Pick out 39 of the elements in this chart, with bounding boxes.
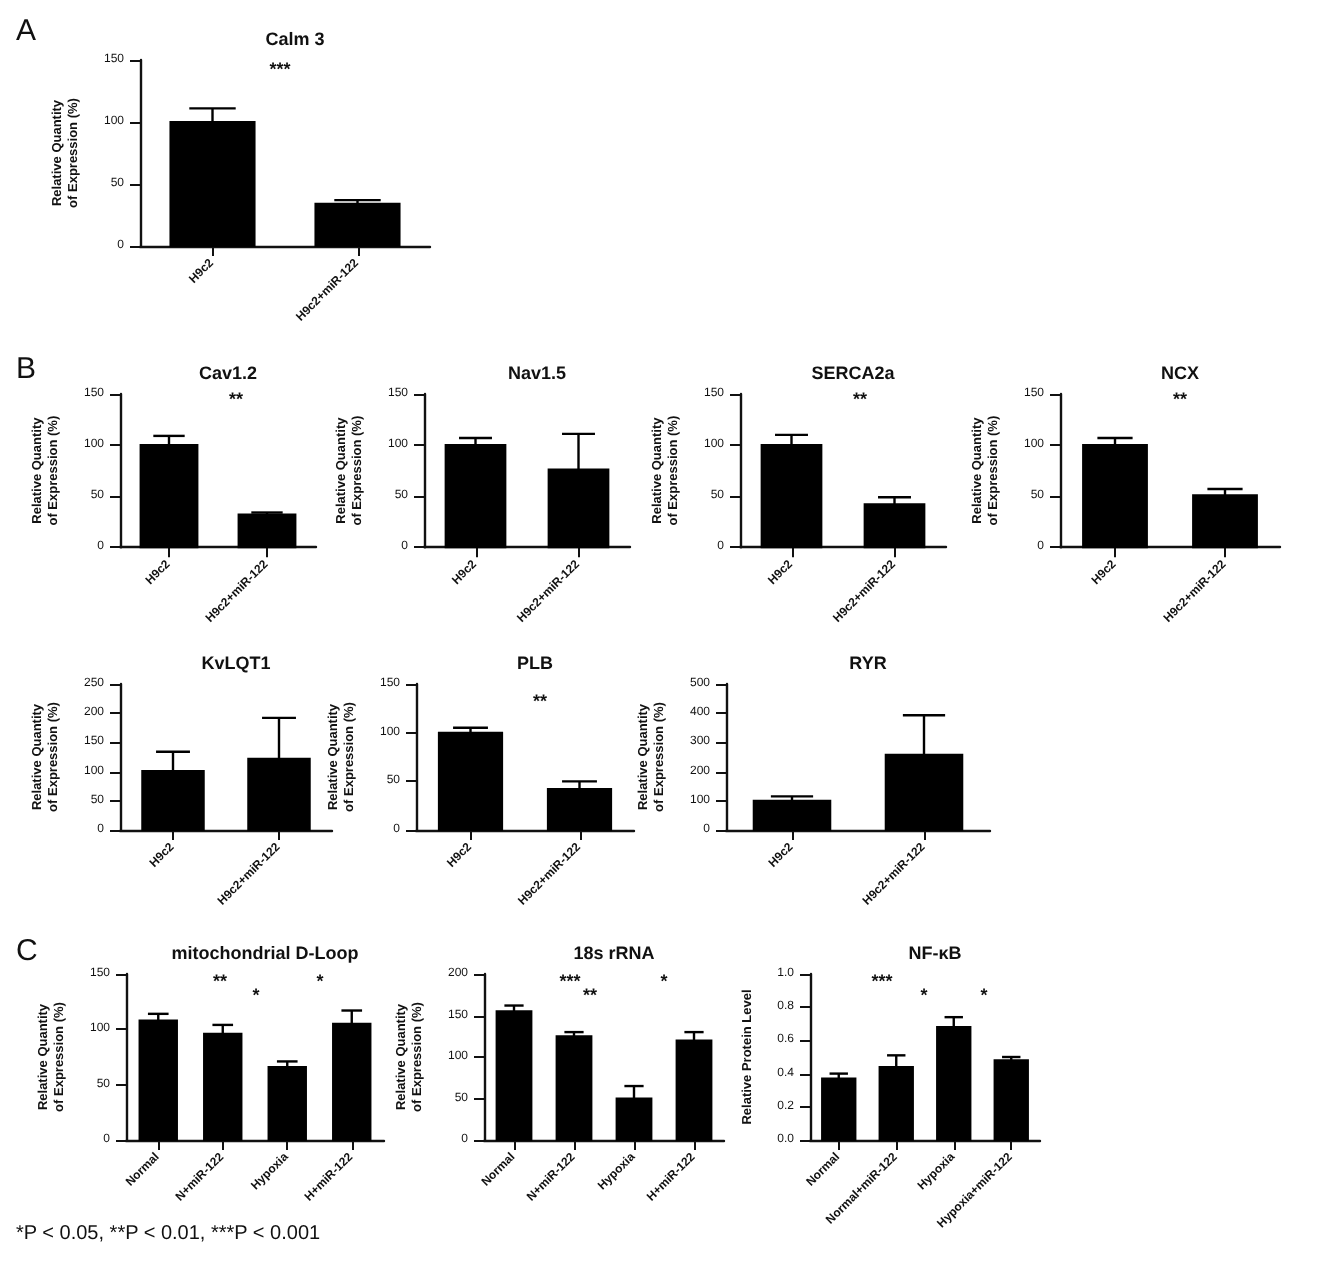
annotation: ** <box>852 389 868 409</box>
annotation: * <box>980 985 989 1005</box>
annotation: *** <box>871 971 894 991</box>
chart-title: 18s rRNA <box>573 943 656 963</box>
annotation: ** <box>582 985 598 1005</box>
annotation: * <box>660 971 669 991</box>
bar <box>878 1065 914 1141</box>
annotation: * <box>252 985 261 1005</box>
bar <box>495 1010 533 1141</box>
annotation: ** <box>212 971 228 991</box>
chart-title: Cav1.2 <box>198 363 258 383</box>
text: A <box>16 14 37 48</box>
chart-title: NF-κB <box>908 943 963 963</box>
bar <box>138 1019 178 1141</box>
text: B <box>16 352 37 386</box>
chart-title: RYR <box>849 653 888 673</box>
annotation: ** <box>1172 389 1188 409</box>
bar <box>993 1059 1029 1141</box>
chart-title: Calm 3 <box>265 29 325 49</box>
annotation: * <box>920 985 929 1005</box>
text: *P < 0.05, **P < 0.01, ***P < 0.001 <box>16 1223 322 1245</box>
annotation: * <box>316 971 325 991</box>
annotation: ** <box>532 691 548 711</box>
chart-title: KvLQT1 <box>201 653 271 673</box>
annotation: *** <box>559 971 582 991</box>
chart-title: Nav1.5 <box>507 363 567 383</box>
chart-title: NCX <box>1160 363 1200 383</box>
chart-title: mitochondrial D-Loop <box>171 943 360 963</box>
chart-title: SERCA2a <box>811 363 897 383</box>
bar <box>555 1035 593 1141</box>
text: C <box>16 934 38 968</box>
bar <box>936 1026 972 1141</box>
bar <box>203 1032 243 1141</box>
annotation: ** <box>228 389 244 409</box>
bar <box>821 1077 857 1141</box>
bar <box>675 1039 713 1141</box>
chart-title: PLB <box>517 653 554 673</box>
annotation: *** <box>269 59 292 79</box>
bar <box>267 1065 307 1141</box>
